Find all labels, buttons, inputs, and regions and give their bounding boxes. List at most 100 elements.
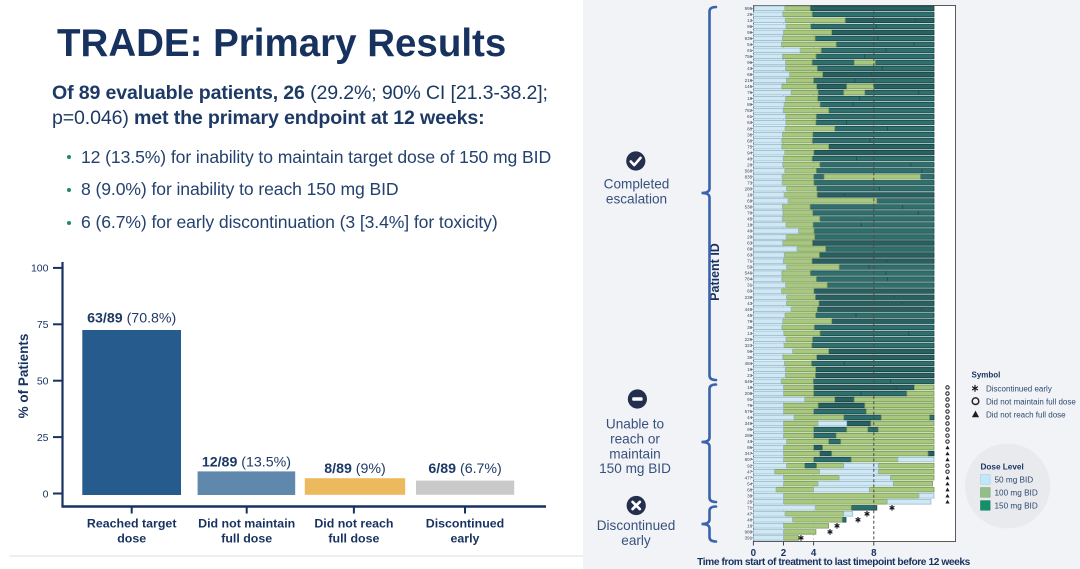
svg-text:18: 18 xyxy=(747,385,753,390)
svg-text:48: 48 xyxy=(747,517,753,522)
svg-text:989: 989 xyxy=(745,530,753,535)
svg-text:68: 68 xyxy=(747,487,753,492)
svg-text:16: 16 xyxy=(747,193,753,198)
svg-text:63: 63 xyxy=(747,241,753,246)
svg-text:45: 45 xyxy=(747,217,753,222)
svg-text:229: 229 xyxy=(745,337,753,342)
svg-text:8/89 (9%): 8/89 (9%) xyxy=(324,461,386,477)
svg-text:47: 47 xyxy=(747,511,753,516)
svg-text:71: 71 xyxy=(747,505,753,510)
svg-text:63: 63 xyxy=(747,253,753,258)
svg-text:Patient ID: Patient ID xyxy=(708,243,722,301)
svg-text:escalation: escalation xyxy=(606,191,667,206)
svg-text:75: 75 xyxy=(747,144,753,149)
svg-text:19: 19 xyxy=(747,367,753,372)
svg-text:70: 70 xyxy=(747,211,753,216)
svg-text:59: 59 xyxy=(747,265,753,270)
svg-text:95: 95 xyxy=(747,427,753,432)
svg-text:73: 73 xyxy=(747,180,753,185)
svg-text:early: early xyxy=(451,532,480,546)
svg-text:66: 66 xyxy=(747,138,753,143)
svg-text:76: 76 xyxy=(747,90,753,95)
svg-text:dose: dose xyxy=(117,532,146,546)
svg-text:28: 28 xyxy=(747,162,753,167)
svg-text:43: 43 xyxy=(747,66,753,71)
svg-text:50 mg BID: 50 mg BID xyxy=(995,476,1034,485)
svg-text:31: 31 xyxy=(747,283,753,288)
svg-text:full dose: full dose xyxy=(328,532,379,546)
svg-text:47: 47 xyxy=(747,469,753,474)
svg-text:% of Patients: % of Patients xyxy=(16,334,31,419)
svg-text:reach or: reach or xyxy=(610,431,660,446)
svg-text:44: 44 xyxy=(747,415,753,420)
svg-text:45: 45 xyxy=(747,313,753,318)
svg-text:61: 61 xyxy=(747,48,753,53)
svg-text:89: 89 xyxy=(747,102,753,107)
svg-text:12/89 (13.5%): 12/89 (13.5%) xyxy=(202,454,291,470)
svg-text:25: 25 xyxy=(747,499,753,504)
svg-text:477: 477 xyxy=(745,475,753,480)
svg-text:218: 218 xyxy=(745,78,753,83)
svg-text:60: 60 xyxy=(747,289,753,294)
svg-text:807: 807 xyxy=(745,457,753,462)
svg-text:566: 566 xyxy=(745,168,753,173)
svg-text:39: 39 xyxy=(747,493,753,498)
svg-text:92: 92 xyxy=(747,463,753,468)
svg-text:86: 86 xyxy=(747,445,753,450)
svg-text:65: 65 xyxy=(747,72,753,77)
svg-text:347: 347 xyxy=(745,451,753,456)
svg-text:40: 40 xyxy=(747,156,753,161)
svg-text:936: 936 xyxy=(745,36,753,41)
svg-text:Dose Level: Dose Level xyxy=(981,463,1024,472)
svg-text:391: 391 xyxy=(745,536,753,541)
svg-text:13: 13 xyxy=(747,331,753,336)
svg-text:Did not reach: Did not reach xyxy=(314,517,393,531)
svg-text:38: 38 xyxy=(747,325,753,330)
svg-text:36: 36 xyxy=(747,132,753,137)
svg-text:286: 286 xyxy=(745,433,753,438)
svg-text:69: 69 xyxy=(747,199,753,204)
svg-text:18: 18 xyxy=(747,96,753,101)
svg-text:Did not maintain: Did not maintain xyxy=(198,517,295,531)
svg-text:30: 30 xyxy=(747,355,753,360)
svg-text:79: 79 xyxy=(747,319,753,324)
svg-text:100 mg BID: 100 mg BID xyxy=(995,489,1038,498)
svg-text:Did not reach full dose: Did not reach full dose xyxy=(986,410,1066,419)
svg-text:29: 29 xyxy=(747,12,753,17)
svg-text:238: 238 xyxy=(745,295,753,300)
svg-text:546: 546 xyxy=(745,271,753,276)
svg-text:Discontinued early: Discontinued early xyxy=(986,384,1052,393)
svg-text:96: 96 xyxy=(747,60,753,65)
svg-text:63: 63 xyxy=(747,120,753,125)
svg-text:150 mg BID: 150 mg BID xyxy=(995,502,1038,511)
svg-text:2: 2 xyxy=(781,548,787,559)
svg-text:61: 61 xyxy=(747,114,753,119)
svg-text:150 mg BID: 150 mg BID xyxy=(599,461,671,476)
svg-text:95: 95 xyxy=(747,24,753,29)
svg-text:99: 99 xyxy=(747,30,753,35)
svg-text:Completed: Completed xyxy=(604,177,670,192)
svg-text:91: 91 xyxy=(747,397,753,402)
svg-text:40: 40 xyxy=(747,229,753,234)
svg-text:54: 54 xyxy=(747,42,753,47)
svg-text:536: 536 xyxy=(745,205,753,210)
svg-text:Unable to: Unable to xyxy=(606,417,664,432)
svg-text:349: 349 xyxy=(745,421,753,426)
svg-text:784: 784 xyxy=(745,277,753,282)
svg-text:0: 0 xyxy=(751,548,757,559)
svg-text:Discontinued: Discontinued xyxy=(597,518,676,533)
svg-text:Time from start of treatment t: Time from start of treatment to last tim… xyxy=(697,557,970,568)
svg-text:76: 76 xyxy=(747,403,753,408)
svg-text:0: 0 xyxy=(43,488,49,500)
svg-text:782: 782 xyxy=(745,108,753,113)
svg-text:full dose: full dose xyxy=(221,532,272,546)
svg-text:43: 43 xyxy=(747,439,753,444)
svg-text:43: 43 xyxy=(747,301,753,306)
svg-text:Did not maintain full dose: Did not maintain full dose xyxy=(986,397,1076,406)
svg-text:99: 99 xyxy=(747,349,753,354)
svg-text:645: 645 xyxy=(745,379,753,384)
svg-text:145: 145 xyxy=(745,84,753,89)
svg-text:13: 13 xyxy=(747,18,753,23)
svg-text:100: 100 xyxy=(31,263,49,275)
svg-text:29: 29 xyxy=(747,235,753,240)
